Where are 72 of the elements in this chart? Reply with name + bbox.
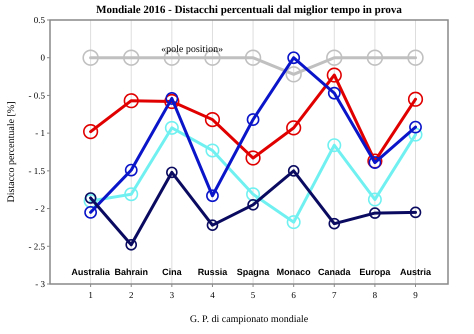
- annotation: «pole position»: [161, 44, 224, 55]
- point: [286, 120, 302, 136]
- point: [84, 192, 96, 204]
- annotation: Austria: [400, 267, 432, 277]
- annotation: Monaco: [276, 267, 312, 277]
- point: [246, 187, 260, 202]
- point: [369, 207, 381, 219]
- y-tick-label: 0: [40, 52, 46, 63]
- point: [244, 50, 262, 66]
- annotation: Spagna: [236, 267, 270, 277]
- y-axis-title: Distacco percentuale [%]: [6, 101, 17, 203]
- point: [165, 92, 178, 105]
- point: [82, 50, 99, 66]
- point: [245, 150, 261, 166]
- point: [368, 156, 382, 169]
- point: [125, 238, 138, 251]
- y-tick-label: - 2.5: [28, 241, 46, 252]
- point: [166, 166, 178, 178]
- x-tick-label: 2: [128, 290, 134, 300]
- point: [124, 164, 138, 177]
- point: [368, 192, 382, 207]
- y-tick-label: - 1.5: [28, 166, 46, 176]
- point: [206, 189, 219, 202]
- y-tick-label: - 3: [35, 279, 46, 289]
- point: [287, 51, 300, 64]
- y-tick-label: - 2: [35, 204, 45, 214]
- point: [84, 206, 98, 219]
- point: [204, 112, 220, 128]
- point: [408, 92, 424, 107]
- point: [409, 120, 422, 134]
- y-tick-label: - 0.5: [28, 90, 46, 100]
- point: [123, 50, 140, 66]
- point: [247, 199, 259, 211]
- point: [367, 153, 382, 169]
- annotation: Europa: [359, 267, 392, 277]
- point: [83, 124, 98, 140]
- point: [410, 206, 422, 218]
- point: [124, 93, 139, 108]
- x-tick-label: 1: [88, 290, 93, 300]
- x-tick-label: 4: [210, 290, 216, 300]
- point: [326, 67, 342, 83]
- annotation: Russia: [198, 267, 228, 277]
- point: [124, 187, 138, 202]
- point: [285, 66, 302, 83]
- x-tick-label: 7: [332, 290, 338, 300]
- annotation: Bahrain: [114, 267, 148, 277]
- y-tick-label: - 1: [35, 128, 45, 138]
- point: [366, 50, 384, 66]
- point: [407, 50, 424, 66]
- x-tick-label: 8: [372, 290, 378, 300]
- point: [84, 194, 98, 208]
- x-tick-label: 9: [413, 290, 418, 300]
- point: [205, 143, 220, 158]
- point: [206, 219, 218, 231]
- point: [288, 165, 300, 177]
- x-tick-label: 6: [291, 290, 296, 300]
- annotation: Canada: [318, 267, 352, 277]
- annotation: Australia: [71, 267, 111, 277]
- point: [164, 94, 180, 110]
- point: [286, 215, 301, 230]
- chart-title: Mondiale 2016 - Distacchi percentuali dal miglior tempo in prova: [96, 4, 402, 16]
- x-tick-label: 3: [170, 290, 175, 300]
- point: [164, 120, 179, 135]
- x-tick-label: 5: [250, 290, 256, 300]
- point: [246, 113, 260, 126]
- y-tick-label: 0.5: [34, 15, 46, 25]
- point: [326, 50, 342, 66]
- point: [328, 86, 341, 100]
- x-axis-title: G. P. di campionato mondiale: [190, 314, 309, 325]
- point: [327, 138, 342, 152]
- annotation: Cina: [162, 267, 183, 277]
- point: [328, 218, 340, 230]
